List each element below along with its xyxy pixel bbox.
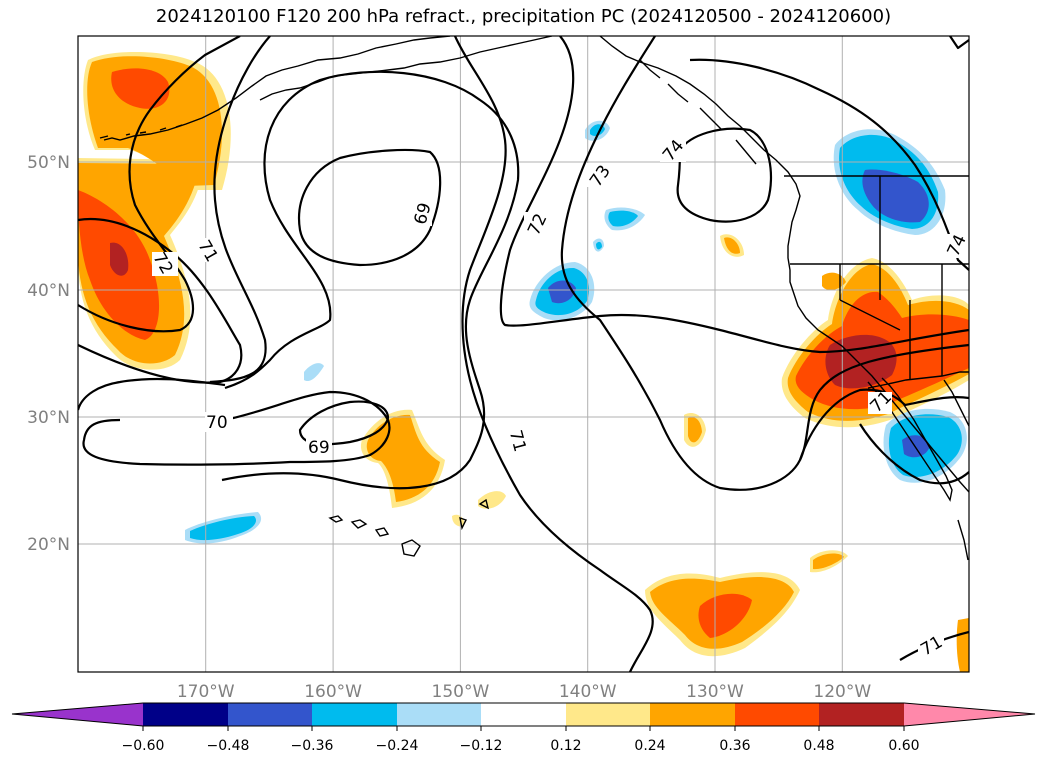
- alaska-peninsula-coast: [103, 36, 451, 141]
- contour-labels: 69 69 70 71 71 71 71 72 72 73 74 74: [148, 136, 970, 660]
- latitude-labels: 50°N 40°N 30°N 20°N: [27, 153, 70, 555]
- contour-71-west: [78, 218, 243, 384]
- colorbar-bin: [819, 703, 904, 726]
- refractivity-contours: [78, 36, 969, 672]
- lon-label: 140°W: [559, 682, 617, 702]
- bc-islands: [639, 59, 757, 165]
- pacific-northwest-coast: [599, 36, 969, 493]
- contour-74-north: [689, 58, 969, 271]
- lon-label: 170°W: [177, 682, 235, 702]
- contour-72-central: [499, 36, 969, 354]
- map-title: 2024120100 F120 200 hPa refract., precip…: [155, 6, 892, 27]
- lat-label: 20°N: [27, 535, 70, 555]
- colorbar-tick-label: 0.48: [803, 738, 834, 754]
- aleutian-islands: [99, 124, 183, 139]
- colorbar-tick-label: −0.60: [122, 738, 165, 754]
- lat-label: 50°N: [27, 153, 70, 173]
- contour-label: 70: [206, 413, 228, 433]
- colorbar-bin: [143, 703, 228, 726]
- colorbar-bin: [735, 703, 819, 726]
- colorbar-tick-label: 0.60: [888, 738, 919, 754]
- lat-label: 30°N: [27, 408, 70, 428]
- us-mexico-border: [867, 371, 969, 389]
- contour-69-north: [297, 148, 442, 267]
- coastlines: [99, 36, 969, 561]
- plot-frame: [77, 35, 970, 673]
- contour-label: 69: [308, 438, 330, 458]
- colorbar-bin: [566, 703, 650, 726]
- lat-label: 40°N: [27, 281, 70, 301]
- colorbar-tick-label: 0.12: [550, 738, 581, 754]
- colorbar-bin: [228, 703, 312, 726]
- contour-70-south: [78, 377, 391, 466]
- colorbar-tick-label: −0.36: [291, 738, 334, 754]
- colorbar-bin: [312, 703, 397, 726]
- colorbar-tick-label: 0.24: [634, 738, 665, 754]
- colorbar: −0.60 −0.48 −0.36 −0.24 −0.12 0.12 0.24 …: [11, 702, 1036, 754]
- hawaii-islands: [328, 515, 421, 557]
- colorbar-tick-label: −0.48: [207, 738, 250, 754]
- colorbar-bin: [397, 703, 481, 726]
- contour-71-central: [453, 36, 654, 672]
- colorbar-tick-label: −0.12: [460, 738, 503, 754]
- lon-label: 150°W: [432, 682, 490, 702]
- contour-70: [209, 36, 520, 490]
- contour-74: [676, 127, 773, 223]
- colorbar-tick-label: −0.24: [376, 738, 419, 754]
- contour-71-east: [859, 423, 969, 485]
- contour-73: [560, 36, 969, 491]
- lon-label: 160°W: [304, 682, 362, 702]
- lon-label: 130°W: [686, 682, 744, 702]
- filled-field: [78, 51, 969, 672]
- colorbar-tick-label: 0.36: [719, 738, 750, 754]
- lon-label: 120°W: [813, 682, 871, 702]
- colorbar-extend-low: [12, 703, 143, 726]
- baja-peninsula: [867, 377, 953, 502]
- longitude-labels: 170°W 160°W 150°W 140°W 130°W 120°W: [177, 682, 872, 702]
- colorbar-bin: [650, 703, 735, 726]
- colorbar-bin: [481, 703, 566, 726]
- colorbar-extend-high: [904, 703, 1035, 726]
